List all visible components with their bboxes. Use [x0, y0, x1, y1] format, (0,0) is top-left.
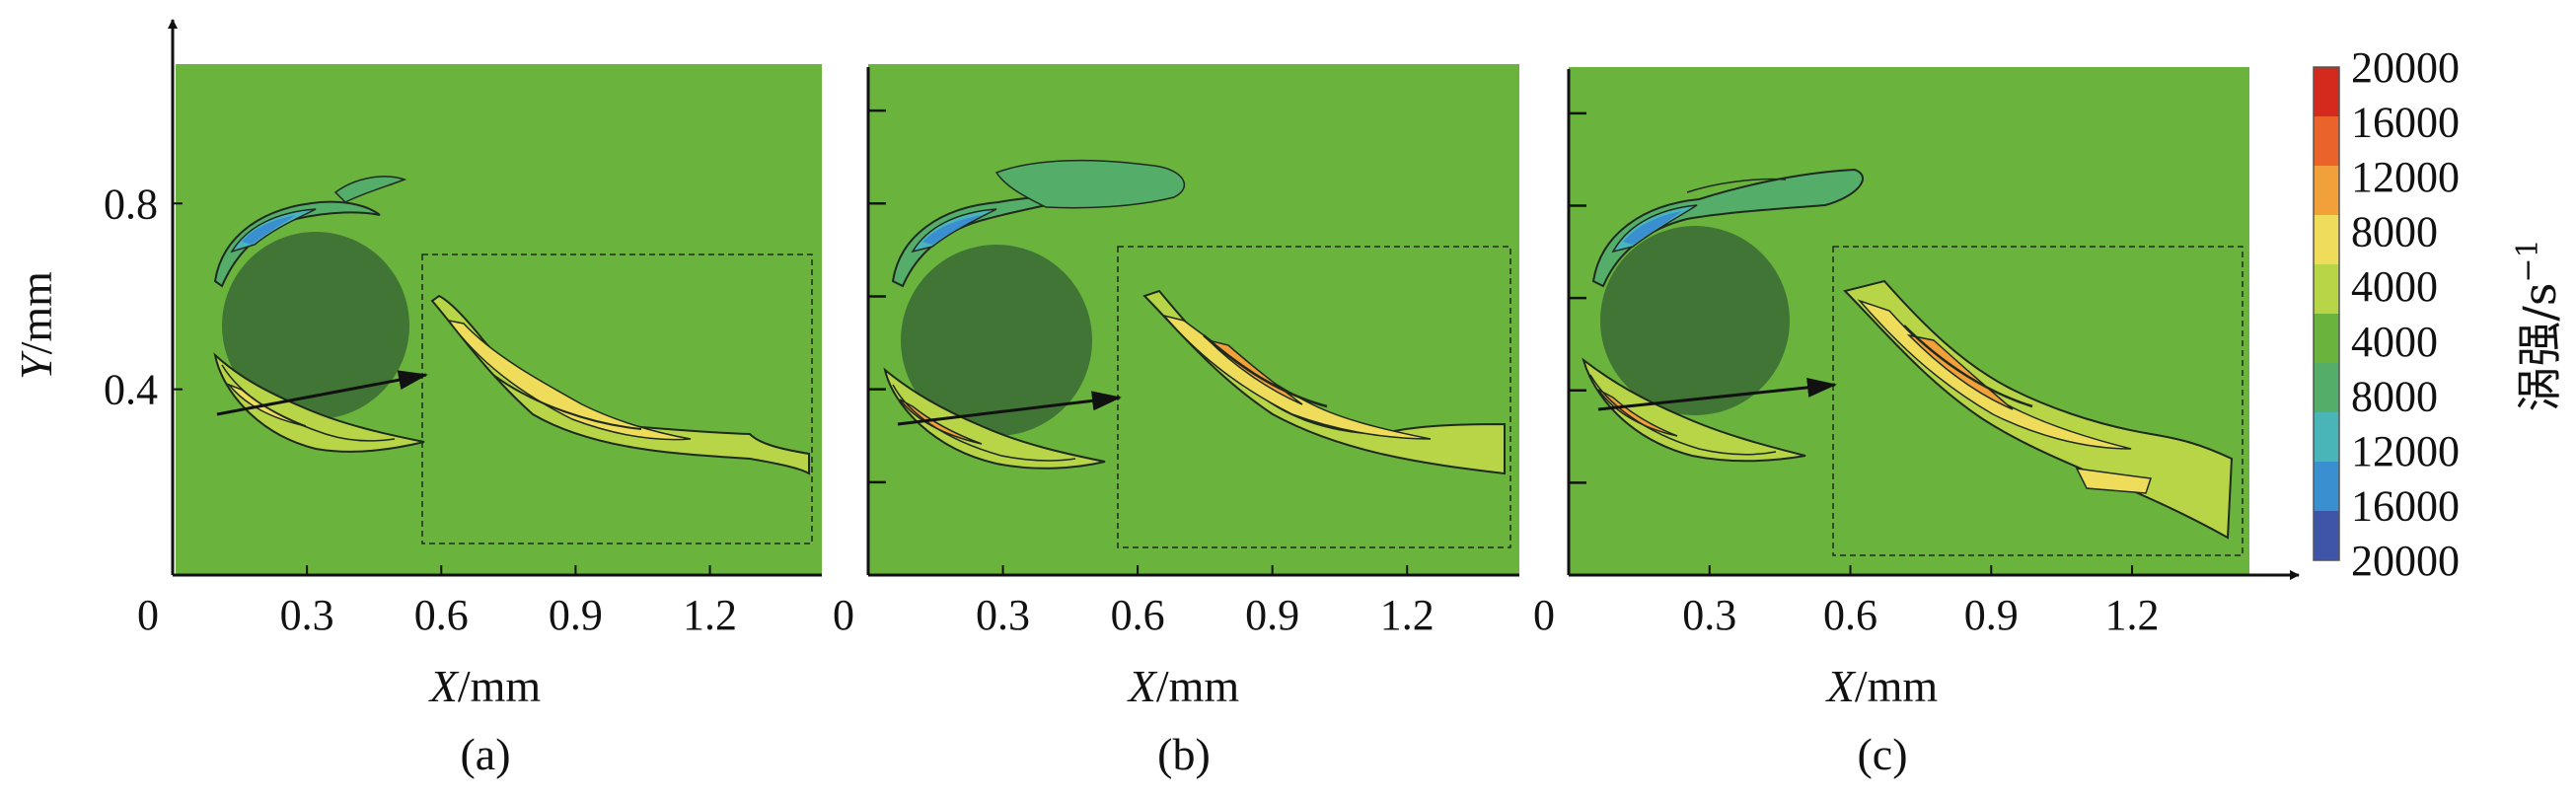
panel-b-label: (b) [1157, 729, 1211, 779]
panel-c-y-ticks [1569, 111, 1586, 484]
colorbar-swatch [2314, 116, 2339, 167]
colorbar-frame [2313, 66, 2340, 561]
panel-b-x-unit: /mm [1156, 661, 1240, 711]
panel-c-label: (c) [1857, 729, 1907, 779]
colorbar-label: 8000 [2351, 208, 2438, 256]
panel-b-zoom-wake [1142, 289, 1506, 475]
panel-c-x-unit: /mm [1855, 661, 1939, 711]
panel-b-x-tick-label: 0 [833, 591, 854, 639]
panel-b-x-tick-label: 0.3 [976, 591, 1030, 639]
panel-c-x-ticks: 0 0.3 0.6 0.9 1.2 [1533, 565, 2160, 639]
colorbar-label: 20000 [2351, 537, 2460, 585]
panel-a-cylinder [222, 232, 409, 419]
colorbar-label: 12000 [2351, 427, 2460, 475]
colorbar-swatch [2314, 412, 2339, 463]
panel-a-y-var: Y [11, 350, 61, 380]
svg-text:涡强/s−1: 涡强/s−1 [2511, 239, 2566, 411]
panel-c-x-title: X/mm [1825, 661, 1939, 711]
panel-a-x-tick-label: 1.2 [683, 591, 737, 639]
panel-b-cylinder [901, 245, 1092, 436]
panel-b-x-tick-label: 1.2 [1380, 591, 1435, 639]
colorbar-label: 16000 [2351, 481, 2460, 530]
colorbar-label: 8000 [2351, 372, 2438, 420]
panel-c-zoom-wake [1843, 279, 2234, 540]
colorbar-swatch [2314, 462, 2339, 512]
colorbar-swatch [2314, 264, 2339, 315]
colorbar-labels: 20000 16000 12000 8000 4000 4000 8000 12000 1600… [2351, 43, 2460, 585]
panel-a-zoom-wake [430, 294, 810, 475]
panel-b-x-title: X/mm [1127, 661, 1240, 711]
panel-a-x-unit: /mm [458, 661, 542, 711]
panel-a-x-ticks: 0 0.3 0.6 0.9 1.2 [137, 565, 737, 639]
panel-a-x-var: X [428, 661, 460, 711]
colorbar: 20000 16000 12000 8000 4000 4000 8000 12000 1600… [2313, 43, 2566, 585]
panel-b-x-tick-label: 0.6 [1111, 591, 1165, 639]
panel-a-x-title: X/mm [428, 661, 542, 711]
panel-b: 0 0.3 0.6 0.9 1.2 X/mm (b) [833, 64, 1519, 779]
panel-b-zoom-arrow [897, 391, 1122, 426]
panel-a-x-tick-label: 0 [137, 591, 159, 639]
colorbar-title: 涡强/s−1 [2511, 239, 2566, 411]
panel-a-zoom-arrow [216, 370, 428, 416]
panel-a-lower-vortex [213, 352, 425, 453]
panel-a-upper-vortex [213, 176, 407, 288]
colorbar-label: 12000 [2351, 153, 2460, 201]
panel-a-x-tick-label: 0.3 [280, 591, 334, 639]
panel-a-y-unit: /mm [11, 271, 61, 355]
panel-a-y-tick-label: 0.4 [104, 366, 158, 414]
panel-b-x-ticks: 0 0.3 0.6 0.9 1.2 [833, 565, 1435, 639]
panel-b-x-var: X [1127, 661, 1158, 711]
colorbar-label: 4000 [2351, 318, 2438, 366]
panel-b-upper-vortex [891, 159, 1186, 288]
colorbar-label: 20000 [2351, 43, 2460, 92]
colorbar-title-main: 涡强/s [2513, 283, 2566, 412]
colorbar-swatch [2314, 67, 2339, 117]
panel-a-x-tick-label: 0.6 [414, 591, 469, 639]
panel-a-y-title: Y/mm [11, 271, 61, 380]
colorbar-swatch [2314, 363, 2339, 413]
panel-c: 0 0.3 0.6 0.9 1.2 X/mm (c) [1533, 67, 2300, 779]
panel-a-y-ticks: 0.4 0.8 [104, 180, 183, 414]
panel-c-x-tick-label: 0.3 [1682, 591, 1736, 639]
colorbar-swatch [2314, 215, 2339, 265]
panel-c-cylinder [1600, 226, 1790, 415]
colorbar-label: 16000 [2351, 99, 2460, 147]
panel-a-label: (a) [460, 729, 510, 779]
colorbar-swatch [2314, 166, 2339, 216]
colorbar-title-sup: −1 [2511, 239, 2545, 282]
panel-a: 0.4 0.8 0 0.3 0.6 0.9 1.2 Y/mm X/mm (a) [11, 19, 822, 779]
panel-c-upper-vortex [1591, 168, 1864, 288]
panel-c-x-var: X [1825, 661, 1857, 711]
panel-c-x-tick-label: 1.2 [2105, 591, 2160, 639]
colorbar-swatches [2314, 67, 2339, 561]
panel-a-y-tick-label: 0.8 [104, 180, 158, 228]
panel-c-x-tick-label: 0.9 [1964, 591, 2019, 639]
panel-b-x-tick-label: 0.9 [1245, 591, 1299, 639]
panel-c-zoom-box [1832, 246, 2244, 556]
svg-text:Y/mm: Y/mm [11, 271, 61, 380]
panel-b-y-ticks [868, 109, 886, 484]
panel-a-zoom-box [421, 254, 813, 544]
panel-c-x-tick-label: 0.6 [1823, 591, 1877, 639]
colorbar-label: 4000 [2351, 262, 2438, 311]
colorbar-swatch [2314, 511, 2339, 561]
panel-a-x-tick-label: 0.9 [549, 591, 603, 639]
panel-c-x-tick-label: 0 [1533, 591, 1555, 639]
panel-c-zoom-arrow [1597, 377, 1837, 411]
colorbar-swatch [2314, 314, 2339, 364]
